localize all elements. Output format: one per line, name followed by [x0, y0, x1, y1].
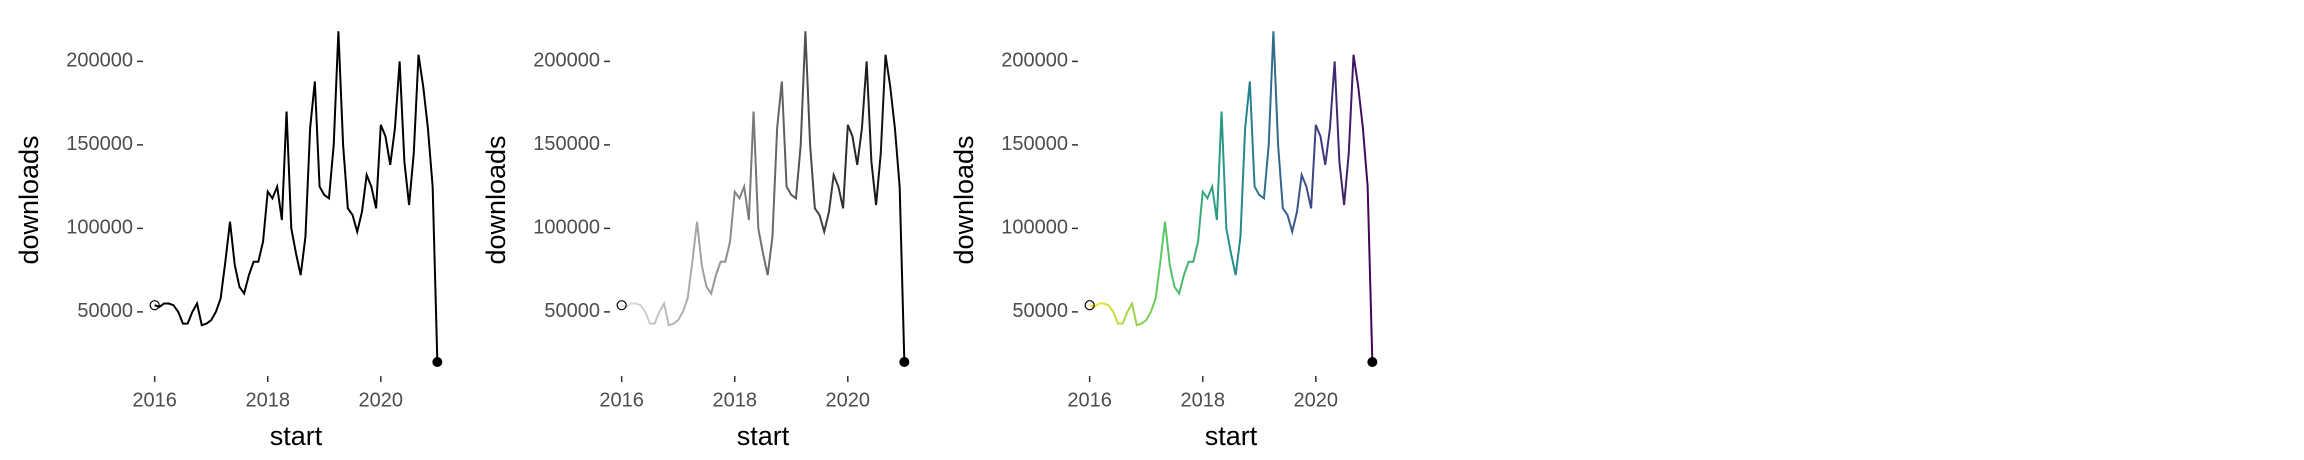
x-tick-label: 2018 — [245, 389, 290, 411]
x-tick-label: 2020 — [1294, 389, 1339, 411]
y-tick-label: 200000 — [533, 50, 600, 72]
x-axis-title: start — [270, 421, 323, 451]
panel: 50000 100000 150000 200000 2016 2018 2020 start… — [14, 31, 443, 451]
x-tick-label: 2018 — [1180, 389, 1225, 411]
y-tick-label: 200000 — [66, 50, 133, 72]
x-tick-label: 2016 — [132, 389, 177, 411]
start-point — [149, 300, 160, 311]
start-point — [1084, 300, 1095, 311]
y-tick-label: 150000 — [66, 133, 133, 155]
y-axis-title: downloads — [14, 135, 44, 264]
y-tick-label: 50000 — [77, 300, 133, 322]
x-tick-label: 2016 — [599, 389, 644, 411]
line — [621, 31, 906, 363]
x-tick-label: 2018 — [712, 389, 757, 411]
y-tick-label: 100000 — [66, 217, 133, 239]
y-axis-title: downloads — [481, 135, 511, 264]
y-tick-label: 100000 — [533, 217, 600, 239]
end-point — [899, 356, 910, 367]
end-point — [432, 356, 443, 367]
panel: 50000 100000 150000 200000 2016 2018 2020 start… — [949, 31, 1378, 451]
x-tick-label: 2016 — [1067, 389, 1112, 411]
x-axis-title: start — [1205, 421, 1258, 451]
panel: 50000 100000 150000 200000 2016 2018 2020 start… — [481, 31, 910, 451]
line — [154, 31, 439, 363]
y-tick-label: 150000 — [1001, 133, 1068, 155]
x-tick-label: 2020 — [359, 389, 404, 411]
y-axis-title: downloads — [949, 135, 979, 264]
y-tick-label: 200000 — [1001, 50, 1068, 72]
y-tick-label: 150000 — [533, 133, 600, 155]
line — [1089, 31, 1374, 363]
start-point — [616, 300, 627, 311]
end-point — [1367, 356, 1378, 367]
y-tick-label: 100000 — [1001, 217, 1068, 239]
x-tick-label: 2020 — [826, 389, 871, 411]
y-tick-label: 50000 — [544, 300, 600, 322]
x-axis-title: start — [737, 421, 790, 451]
y-tick-label: 50000 — [1012, 300, 1068, 322]
